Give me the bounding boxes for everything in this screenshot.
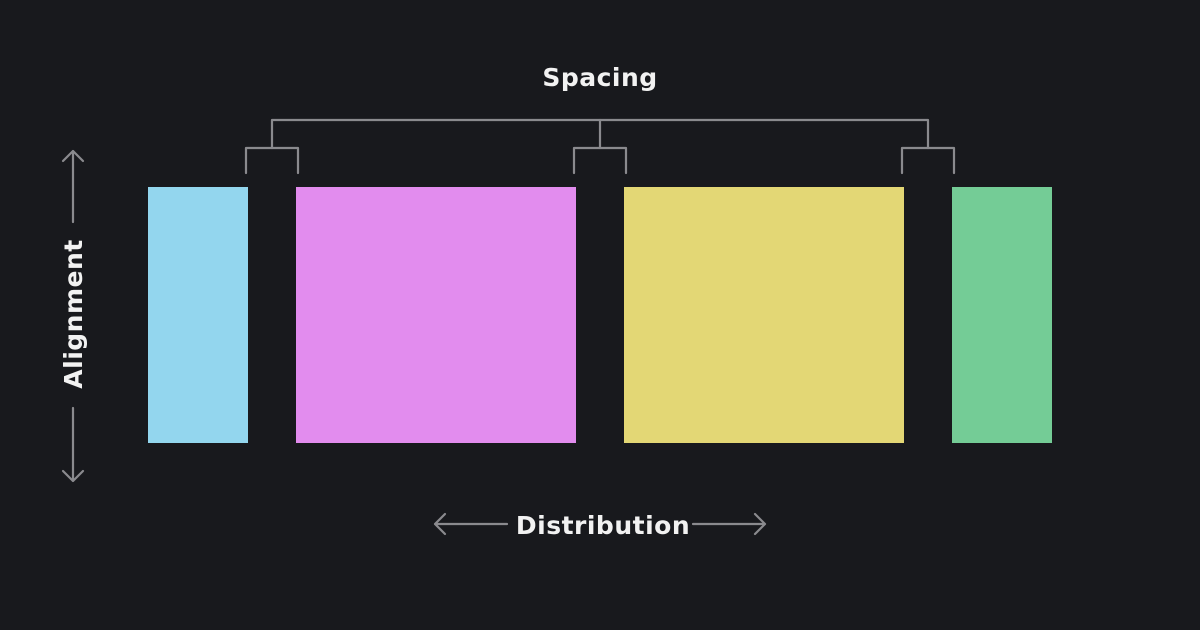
spacing-gap-bracket-1 bbox=[244, 146, 300, 175]
spacing-label: Spacing bbox=[542, 63, 657, 92]
alignment-arrow-down-icon bbox=[61, 406, 85, 483]
block-green bbox=[952, 187, 1052, 443]
alignment-arrow bbox=[61, 149, 85, 483]
alignment-arrow-up-icon bbox=[61, 149, 85, 224]
block-yellow bbox=[624, 187, 904, 443]
spacing-gap-bracket-2 bbox=[572, 146, 628, 175]
distribution-arrow-left-icon bbox=[433, 512, 509, 536]
distribution-arrow-right-icon bbox=[691, 512, 767, 536]
spacing-gap-bracket-3 bbox=[900, 146, 956, 175]
spacing-bracket bbox=[244, 118, 956, 175]
block-pink bbox=[296, 187, 576, 443]
alignment-label: Alignment bbox=[59, 239, 88, 388]
block-blue bbox=[148, 187, 248, 443]
distribution-label: Distribution bbox=[516, 511, 690, 540]
distribution-arrow bbox=[433, 512, 767, 536]
